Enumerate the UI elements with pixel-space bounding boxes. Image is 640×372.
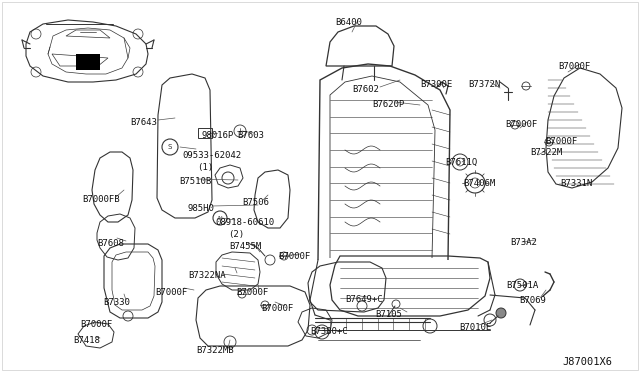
Text: B7300E: B7300E <box>420 80 452 89</box>
Text: S: S <box>168 144 172 150</box>
Text: B7105: B7105 <box>375 310 402 319</box>
Text: B7506: B7506 <box>242 198 269 207</box>
Text: (2): (2) <box>228 230 244 239</box>
Text: B7000F: B7000F <box>545 137 577 146</box>
Text: B7372N: B7372N <box>468 80 500 89</box>
Text: B73A2: B73A2 <box>510 238 537 247</box>
Text: B7330: B7330 <box>103 298 130 307</box>
Text: B7643: B7643 <box>130 118 157 127</box>
Text: B7322M: B7322M <box>530 148 563 157</box>
Text: B7000F: B7000F <box>236 288 268 297</box>
Text: B7000F: B7000F <box>558 62 590 71</box>
Text: B7322NA: B7322NA <box>188 271 226 280</box>
Text: B7000F: B7000F <box>278 252 310 261</box>
Text: J87001X6: J87001X6 <box>562 357 612 367</box>
Text: B7000F: B7000F <box>505 120 537 129</box>
Text: B7611Q: B7611Q <box>445 158 477 167</box>
Text: 98016P: 98016P <box>201 131 233 140</box>
Text: B7620P: B7620P <box>372 100 404 109</box>
Text: B7406M: B7406M <box>463 179 495 188</box>
Text: (1): (1) <box>197 163 213 172</box>
Circle shape <box>496 308 506 318</box>
Text: B7010E: B7010E <box>459 323 492 332</box>
Text: N: N <box>218 215 222 221</box>
Text: B7649+C: B7649+C <box>345 295 383 304</box>
Text: 09533-62042: 09533-62042 <box>182 151 241 160</box>
Text: B7602: B7602 <box>352 85 379 94</box>
Text: 08918-60610: 08918-60610 <box>215 218 274 227</box>
Text: B7322MB: B7322MB <box>196 346 234 355</box>
Text: 985H0: 985H0 <box>187 204 214 213</box>
Text: B7380+C: B7380+C <box>310 327 348 336</box>
Text: B6400: B6400 <box>335 18 362 27</box>
Text: B7455M: B7455M <box>229 242 261 251</box>
Text: B7331N: B7331N <box>560 179 592 188</box>
Text: B7069: B7069 <box>519 296 546 305</box>
Text: B7501A: B7501A <box>506 281 538 290</box>
Text: B7418: B7418 <box>73 336 100 345</box>
Bar <box>198 128 212 138</box>
Bar <box>76 54 100 70</box>
Text: B7000FB: B7000FB <box>82 195 120 204</box>
Text: B7603: B7603 <box>237 131 264 140</box>
Text: B7510B: B7510B <box>179 177 211 186</box>
Text: B7000F: B7000F <box>80 320 112 329</box>
Text: B7000F: B7000F <box>261 304 293 313</box>
Text: B7000F: B7000F <box>155 288 188 297</box>
Text: B7608: B7608 <box>97 239 124 248</box>
